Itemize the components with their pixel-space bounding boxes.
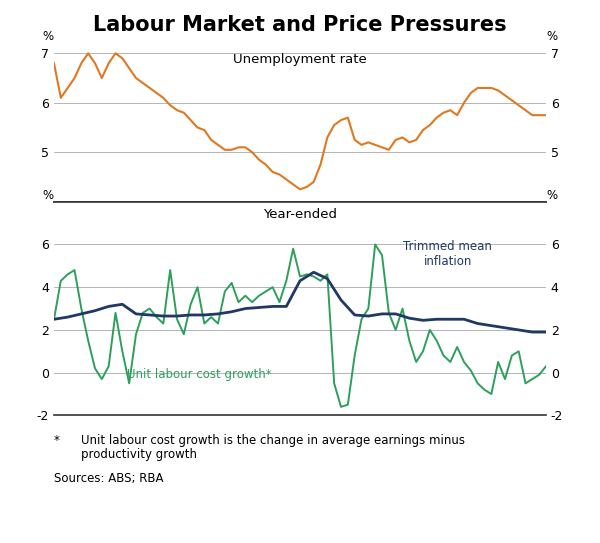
Text: Unit labour cost growth is the change in average earnings minus: Unit labour cost growth is the change in…	[81, 434, 465, 447]
Text: *: *	[54, 434, 60, 447]
Text: %: %	[43, 30, 53, 43]
Text: %: %	[43, 189, 53, 201]
Text: Labour Market and Price Pressures: Labour Market and Price Pressures	[93, 15, 507, 35]
Text: %: %	[547, 30, 557, 43]
Text: Unemployment rate: Unemployment rate	[233, 53, 367, 66]
Text: productivity growth: productivity growth	[81, 448, 197, 461]
Text: Year-ended: Year-ended	[263, 208, 337, 221]
Text: Unit labour cost growth*: Unit labour cost growth*	[127, 368, 271, 381]
Text: %: %	[547, 189, 557, 201]
Text: Sources: ABS; RBA: Sources: ABS; RBA	[54, 472, 163, 485]
Text: Trimmed mean
inflation: Trimmed mean inflation	[403, 240, 492, 268]
